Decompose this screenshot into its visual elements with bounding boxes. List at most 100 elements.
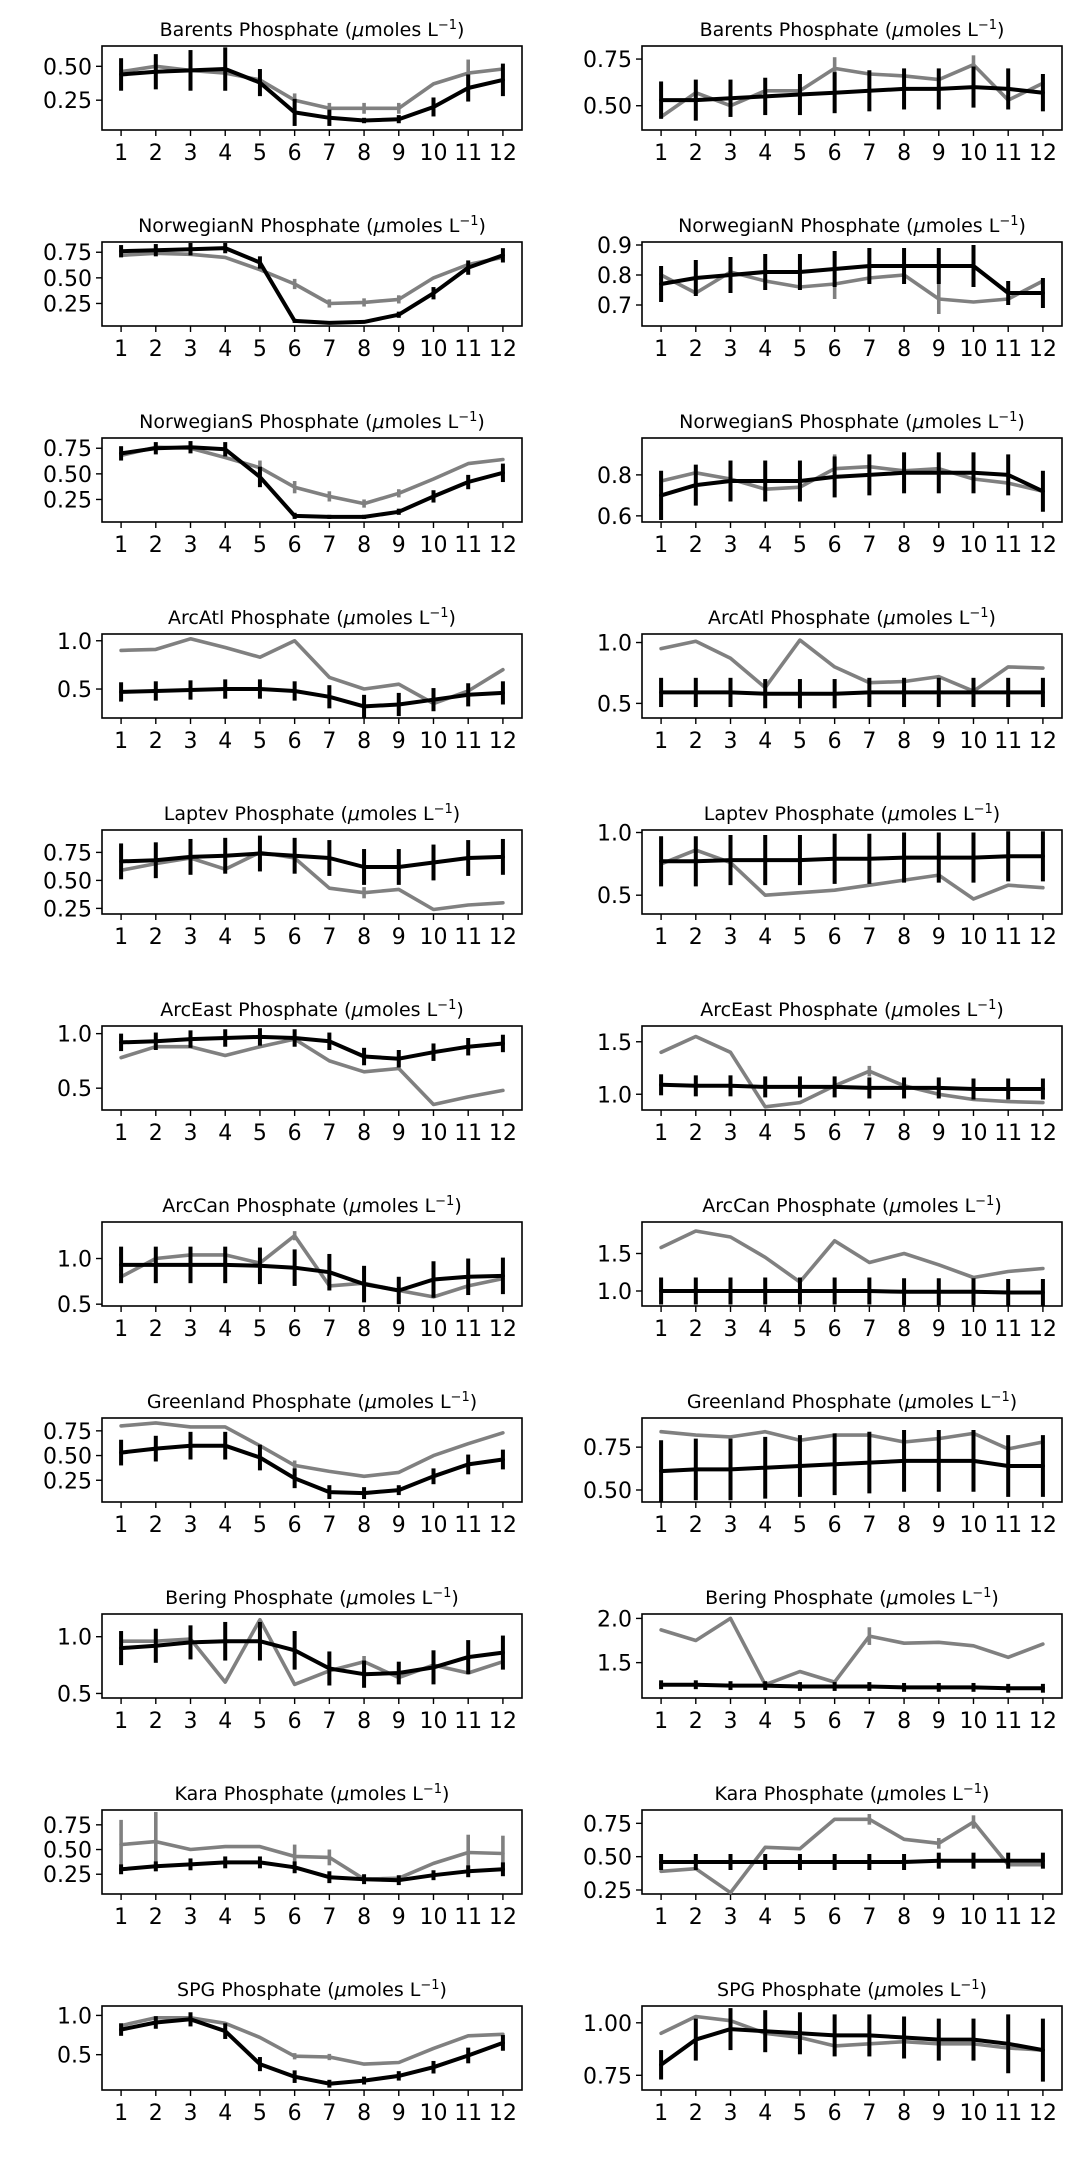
x-tick-label: 12 <box>1029 1905 1057 1930</box>
chart-panel: NorwegianS Phosphate (μmoles L−1) 1 2 3 4 5 6 7… <box>0 392 540 588</box>
x-tick-label: 11 <box>454 1121 482 1146</box>
series-line-black <box>659 2027 1045 2067</box>
chart-panel: ArcCan Phosphate (μmoles L−1) 1 2 3 4 5 6 7 8 9 10… <box>540 1176 1080 1372</box>
x-tick-label: 1 <box>114 1513 128 1538</box>
x-tick-label: 12 <box>489 141 517 166</box>
x-tick-label: 10 <box>959 1709 987 1734</box>
series-line-black <box>119 1443 505 1496</box>
x-tick-label: 6 <box>288 1317 302 1342</box>
series-line-gray <box>659 638 1045 693</box>
x-tick-label: 11 <box>454 1513 482 1538</box>
x-tick-label: 11 <box>994 1317 1022 1342</box>
x-tick-label: 5 <box>253 337 267 362</box>
x-tick-label: 1 <box>114 1121 128 1146</box>
chart-svg: Kara Phosphate (μmoles L−1)1 2 3 4 5 6 7 8 9 10 11… <box>583 1782 1063 1930</box>
y-tick-label: 0.50 <box>583 1479 632 1504</box>
x-tick-label: 11 <box>454 141 482 166</box>
x-tick-label: 8 <box>357 1317 371 1342</box>
x-tick-label: 12 <box>489 925 517 950</box>
x-tick-label: 8 <box>357 1121 371 1146</box>
y-tick-label: 0.5 <box>57 1682 92 1707</box>
x-tick-label: 11 <box>994 1709 1022 1734</box>
chart-title: Greenland Phosphate (μmoles L−1) <box>687 1390 1017 1413</box>
x-tick-label: 8 <box>897 729 911 754</box>
y-tick-label: 1.00 <box>583 2012 632 2037</box>
x-tick-label: 2 <box>689 533 703 558</box>
series-line-gray <box>659 1817 1045 1895</box>
chart-title: Barents Phosphate (μmoles L−1) <box>160 18 465 41</box>
y-tick-label: 2.0 <box>597 1607 632 1632</box>
series-line-black <box>659 264 1045 295</box>
x-tick-label: 2 <box>149 925 163 950</box>
x-tick-label: 9 <box>932 1121 946 1146</box>
y-tick-label: 0.50 <box>43 1839 92 1864</box>
chart-svg: ArcEast Phosphate (μmoles L−1)1 2 3 4 5 6 7 8 9 1… <box>597 998 1063 1146</box>
chart-title: Barents Phosphate (μmoles L−1) <box>700 18 1005 41</box>
series-line-black <box>659 1682 1045 1691</box>
x-tick-label: 4 <box>218 141 232 166</box>
x-tick-label: 10 <box>959 729 987 754</box>
x-tick-label: 10 <box>959 1317 987 1342</box>
chart-panel: NorwegianS Phosphate (μmoles L−1) 1 2 3 4 5 6 7… <box>540 392 1080 588</box>
series-line-black <box>659 1289 1045 1295</box>
series-line-black <box>659 854 1045 864</box>
x-tick-label: 12 <box>1029 141 1057 166</box>
x-tick-label: 5 <box>253 1905 267 1930</box>
x-tick-label: 10 <box>419 1905 447 1930</box>
x-tick-label: 2 <box>149 2101 163 2126</box>
y-tick-label: 0.5 <box>57 1293 92 1318</box>
x-tick-label: 12 <box>1029 533 1057 558</box>
x-tick-label: 1 <box>114 2101 128 2126</box>
chart-svg: Greenland Phosphate (μmoles L−1)1 2 3 4 5 6 7 8… <box>583 1390 1063 1538</box>
chart-svg: Barents Phosphate (μmoles L−1)1 2 3 4 5 6 7 8 9 1… <box>43 18 523 166</box>
x-tick-label: 5 <box>793 925 807 950</box>
y-tick-label: 1.0 <box>57 2004 92 2029</box>
axes-frame <box>641 1613 1063 1699</box>
x-tick-label: 5 <box>253 1513 267 1538</box>
x-tick-label: 4 <box>758 141 772 166</box>
x-tick-label: 4 <box>218 1513 232 1538</box>
series-line-gray <box>659 464 1045 494</box>
x-tick-label: 8 <box>897 1905 911 1930</box>
x-tick-label: 3 <box>184 1905 198 1930</box>
y-tick-label: 0.25 <box>43 897 92 922</box>
x-tick-label: 7 <box>862 337 876 362</box>
x-tick-label: 7 <box>862 141 876 166</box>
x-tick-label: 4 <box>218 337 232 362</box>
series-line-gray <box>659 1429 1045 1451</box>
x-tick-label: 5 <box>253 141 267 166</box>
chart-panel: Kara Phosphate (μmoles L−1) 1 2 3 4 5 6 7 8 9 10 11… <box>0 1764 540 1960</box>
y-tick-label: 0.25 <box>43 89 92 114</box>
series-line-gray <box>659 1616 1045 1687</box>
y-tick-label: 0.50 <box>43 463 92 488</box>
x-tick-label: 3 <box>724 1121 738 1146</box>
x-tick-label: 4 <box>218 1317 232 1342</box>
axes-frame <box>641 2005 1063 2091</box>
x-tick-label: 3 <box>184 141 198 166</box>
chart-svg: NorwegianS Phosphate (μmoles L−1)1 2 3 4 5 6 7… <box>597 410 1063 558</box>
x-tick-label: 4 <box>758 1121 772 1146</box>
x-tick-label: 1 <box>114 1709 128 1734</box>
x-tick-label: 9 <box>932 533 946 558</box>
x-tick-label: 5 <box>253 2101 267 2126</box>
x-tick-label: 10 <box>419 1709 447 1734</box>
x-tick-label: 10 <box>959 141 987 166</box>
chart-svg: SPG Phosphate (μmoles L−1)1 2 3 4 5 6 7 8 9 10 11 1… <box>583 1978 1063 2126</box>
x-tick-label: 4 <box>218 925 232 950</box>
series-line-gray <box>119 251 505 306</box>
chart-title: ArcCan Phosphate (μmoles L−1) <box>702 1194 1002 1217</box>
x-tick-label: 5 <box>793 1905 807 1930</box>
series-line-black <box>119 687 505 709</box>
chart-panel: Barents Phosphate (μmoles L−1) 1 2 3 4 5 6 7 8 9 1… <box>0 0 540 196</box>
y-tick-label: 1.5 <box>597 1243 632 1268</box>
x-tick-label: 6 <box>288 337 302 362</box>
x-tick-label: 11 <box>994 533 1022 558</box>
x-tick-label: 2 <box>689 1905 703 1930</box>
x-tick-label: 10 <box>419 925 447 950</box>
chart-panel: Bering Phosphate (μmoles L−1) 1 2 3 4 5 6 7 8 9 10… <box>540 1568 1080 1764</box>
x-tick-label: 4 <box>758 1709 772 1734</box>
series-line-black <box>119 1860 505 1883</box>
x-tick-label: 12 <box>489 1709 517 1734</box>
x-tick-label: 7 <box>862 729 876 754</box>
